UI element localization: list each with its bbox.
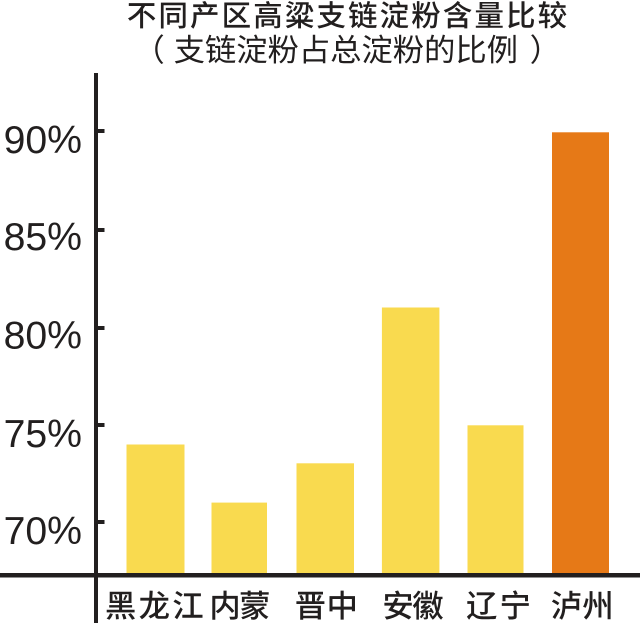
- svg-text:85%: 85%: [4, 216, 82, 259]
- svg-text:90%: 90%: [4, 119, 82, 162]
- svg-text:70%: 70%: [4, 510, 82, 553]
- svg-text:75%: 75%: [4, 413, 82, 456]
- svg-text:80%: 80%: [4, 315, 82, 358]
